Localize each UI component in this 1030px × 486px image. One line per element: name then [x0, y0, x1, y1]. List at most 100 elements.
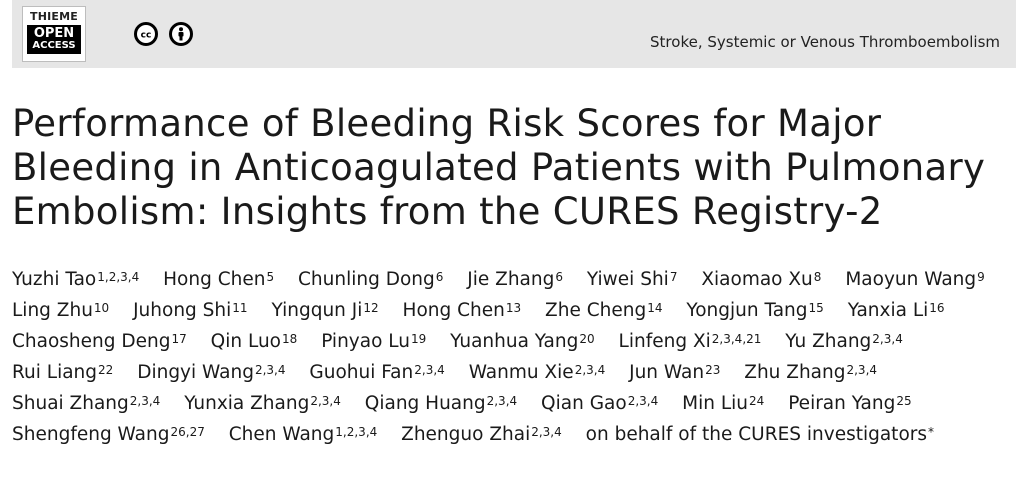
affiliation-superscript: 8 [813, 270, 822, 284]
author-name[interactable]: Wanmu Xie2,3,4 [469, 362, 606, 383]
author-name-text: Shuai Zhang [12, 393, 129, 414]
affiliation-superscript: 2,3,4 [846, 363, 878, 377]
author-name[interactable]: Peiran Yang25 [788, 393, 911, 414]
author-name-text: Dingyi Wang [137, 362, 254, 383]
author-name[interactable]: Yiwei Shi7 [587, 269, 678, 290]
author-name-text: Yanxia Li [847, 300, 929, 321]
author-name-text: Yu Zhang [785, 331, 872, 352]
author-name-text: Hong Chen [163, 269, 266, 290]
author-name[interactable]: Juhong Shi11 [133, 300, 247, 321]
author-name-text: Jie Zhang [467, 269, 555, 290]
affiliation-superscript: 2,3,4 [531, 425, 562, 439]
author-name[interactable]: Qian Gao2,3,4 [541, 393, 658, 414]
author-name-text: Xiaomao Xu [701, 269, 813, 290]
author-name[interactable]: Ling Zhu10 [12, 300, 109, 321]
author-name[interactable]: Yunxia Zhang2,3,4 [184, 393, 341, 414]
svg-text:cc: cc [141, 31, 152, 41]
author-name-text: Zhu Zhang [744, 362, 846, 383]
affiliation-superscript: 20 [579, 332, 595, 346]
author-name[interactable]: Yanxia Li16 [848, 300, 945, 321]
author-list: Yuzhi Tao1,2,3,4 Hong Chen5 Chunling Don… [12, 264, 1022, 450]
author-name[interactable]: Zhe Cheng14 [545, 300, 662, 321]
author-name[interactable]: Qiang Huang2,3,4 [365, 393, 517, 414]
author-name[interactable]: Zhenguo Zhai2,3,4 [401, 424, 562, 445]
author-name-text: Yuzhi Tao [12, 269, 97, 290]
author-name-text: Zhenguo Zhai [401, 424, 531, 445]
affiliation-superscript: 9 [977, 270, 985, 284]
author-name[interactable]: Shengfeng Wang26,27 [12, 424, 205, 445]
affiliation-superscript: 1,2,3,4 [335, 425, 378, 439]
author-name-text: Guohui Fan [309, 362, 414, 383]
by-attribution-icon[interactable] [169, 22, 194, 46]
author-name[interactable]: Yuanhua Yang20 [450, 331, 594, 352]
author-name-text: Juhong Shi [133, 300, 232, 321]
author-name-text: Chunling Dong [298, 269, 435, 290]
author-name-text: Qiang Huang [364, 393, 486, 414]
author-name-text: Yingqun Ji [271, 300, 363, 321]
affiliation-superscript: 26,27 [170, 425, 205, 439]
affiliation-superscript: 12 [363, 301, 379, 315]
affiliation-superscript: 25 [896, 394, 912, 408]
author-name[interactable]: Linfeng Xi2,3,4,21 [619, 331, 762, 352]
author-name-text: Jun Wan [629, 362, 705, 383]
thieme-open-access-logo[interactable]: THIEME OPEN ACCESS [22, 6, 86, 62]
author-name-text: Hong Chen [402, 300, 505, 321]
affiliation-superscript: 2,3,4 [310, 394, 341, 408]
author-name-text: Rui Liang [12, 362, 98, 383]
cc-icon[interactable]: cc [134, 22, 158, 46]
journal-section-label: Stroke, Systemic or Venous Thromboemboli… [650, 33, 1000, 51]
author-name[interactable]: Jie Zhang6 [467, 269, 563, 290]
author-name-text: Chaosheng Deng [12, 331, 171, 352]
author-name-text: Qin Luo [210, 331, 282, 352]
logo-text-open: OPEN [33, 26, 75, 41]
author-name[interactable]: Yu Zhang2,3,4 [785, 331, 903, 352]
affiliation-superscript: 19 [411, 332, 427, 346]
affiliation-superscript: 2,3,4 [254, 363, 286, 377]
author-name[interactable]: Qin Luo18 [211, 331, 298, 352]
group-authorship-text: on behalf of the CURES investigators [585, 424, 928, 445]
author-name-text: Yuanhua Yang [450, 331, 579, 352]
author-name-text: Linfeng Xi [618, 331, 711, 352]
author-name[interactable]: Yongjun Tang15 [686, 300, 823, 321]
affiliation-superscript: 1,2,3,4 [97, 270, 140, 284]
author-name[interactable]: Maoyun Wang9 [845, 269, 984, 290]
author-name[interactable]: Yingqun Ji12 [271, 300, 378, 321]
author-name-text: Shengfeng Wang [12, 424, 170, 445]
author-name[interactable]: Jun Wan23 [629, 362, 720, 383]
author-name[interactable]: Zhu Zhang2,3,4 [744, 362, 877, 383]
author-name[interactable]: Chunling Dong6 [298, 269, 443, 290]
affiliation-superscript: 7 [669, 270, 678, 284]
author-name[interactable]: Dingyi Wang2,3,4 [137, 362, 285, 383]
author-name[interactable]: Yuzhi Tao1,2,3,4 [12, 269, 139, 290]
affiliation-superscript: 2,3,4 [486, 394, 518, 408]
author-name[interactable]: Hong Chen5 [163, 269, 274, 290]
author-name[interactable]: Pinyao Lu19 [321, 331, 426, 352]
affiliation-superscript: 18 [282, 332, 298, 346]
author-name[interactable]: Chen Wang1,2,3,4 [229, 424, 378, 445]
affiliation-superscript: 2,3,4 [414, 363, 445, 377]
affiliation-superscript: 2,3,4 [129, 394, 161, 408]
author-name[interactable]: Xiaomao Xu8 [701, 269, 821, 290]
author-name[interactable]: Shuai Zhang2,3,4 [12, 393, 160, 414]
author-name[interactable]: Rui Liang22 [12, 362, 113, 383]
affiliation-superscript: 14 [647, 301, 663, 315]
logo-text-access: ACCESS [32, 40, 76, 51]
author-name[interactable]: Chaosheng Deng17 [12, 331, 187, 352]
affiliation-superscript: 22 [98, 363, 114, 377]
author-name-text: Pinyao Lu [321, 331, 410, 352]
affiliation-superscript: 13 [505, 301, 522, 315]
author-name-text: Maoyun Wang [845, 269, 977, 290]
author-name[interactable]: Min Liu24 [682, 393, 764, 414]
author-name-text: Yiwei Shi [586, 269, 669, 290]
logo-text-thieme: THIEME [30, 10, 78, 23]
affiliation-superscript: 2,3,4 [627, 394, 659, 408]
author-name[interactable]: Guohui Fan2,3,4 [309, 362, 444, 383]
author-name[interactable]: Hong Chen13 [403, 300, 522, 321]
author-name-text: Ling Zhu [12, 300, 93, 321]
author-name-text: Chen Wang [228, 424, 335, 445]
affiliation-superscript: 17 [171, 332, 187, 346]
footnote-marker: * [928, 425, 935, 439]
affiliation-superscript: 16 [929, 301, 945, 315]
article-title: Performance of Bleeding Risk Scores for … [12, 102, 986, 233]
author-name-text: Yunxia Zhang [184, 393, 310, 414]
